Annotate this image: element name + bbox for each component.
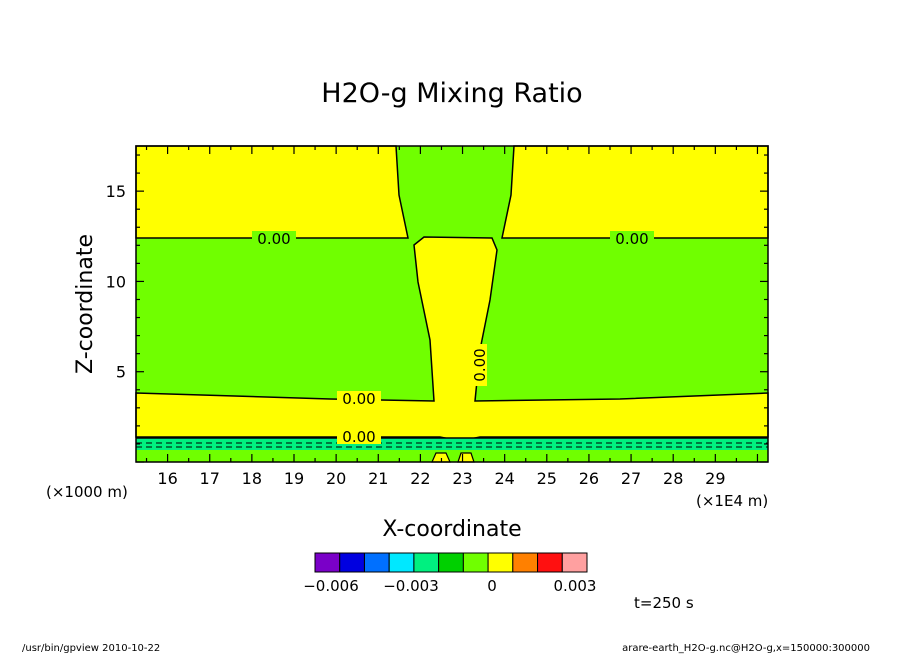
colorbar-swatch xyxy=(561,552,588,573)
colorbar-swatch xyxy=(462,552,489,573)
colorbar-labels: −0.006 −0.003 0 0.003 xyxy=(303,577,596,595)
x-axis-ticks: 16 17 18 19 20 21 22 23 24 25 26 27 28 29 xyxy=(145,146,759,488)
contour-label: 0.00 xyxy=(342,390,375,408)
surface-bump-right xyxy=(457,452,475,463)
footer-left: /usr/bin/gpview 2010-10-22 xyxy=(22,643,160,654)
x-tick-label: 16 xyxy=(157,469,177,488)
colorbar-tick-label: 0 xyxy=(487,577,497,595)
colorbar-swatch xyxy=(438,552,464,573)
x-tick-label: 25 xyxy=(537,469,557,488)
contour-label: 0.00 xyxy=(471,348,489,381)
x-tick-label: 29 xyxy=(705,469,725,488)
x-tick-label: 18 xyxy=(242,469,262,488)
chart-title: H2O-g Mixing Ratio xyxy=(321,78,582,109)
colorbar xyxy=(314,552,588,573)
x-tick-label: 23 xyxy=(452,469,472,488)
region-surface-negative xyxy=(136,438,768,450)
y-tick-label: 15 xyxy=(106,182,126,201)
colorbar-swatch xyxy=(537,552,563,573)
y-axis-ticks: 5 10 15 xyxy=(106,154,768,463)
x-tick-label: 17 xyxy=(200,469,220,488)
x-tick-label: 20 xyxy=(326,469,346,488)
contour-label: 0.00 xyxy=(342,428,375,446)
colorbar-tick-label: −0.003 xyxy=(383,577,439,595)
colorbar-swatch xyxy=(512,552,539,573)
footer-right: arare-earth_H2O-g.nc@H2O-g,x=150000:3000… xyxy=(622,643,870,654)
y-tick-label: 10 xyxy=(106,272,126,291)
x-tick-label: 24 xyxy=(494,469,514,488)
colorbar-swatch xyxy=(363,552,390,573)
x-tick-label: 21 xyxy=(368,469,388,488)
region-upper-right-positive xyxy=(501,145,769,239)
colorbar-swatch xyxy=(314,552,341,573)
time-label: t=250 s xyxy=(634,594,694,612)
x-axis-label: X-coordinate xyxy=(382,517,521,542)
contour-label-group: 0.00 0.00 0.00 0.00 0.00 xyxy=(252,230,654,446)
x-tick-label: 26 xyxy=(579,469,599,488)
colorbar-swatch xyxy=(413,552,440,573)
colorbar-swatch xyxy=(339,552,365,573)
region-upper-left-positive xyxy=(135,145,409,239)
contour-label: 0.00 xyxy=(257,230,290,248)
x-unit-left: (×1000 m) xyxy=(46,483,128,501)
y-tick-label: 5 xyxy=(116,363,126,382)
x-unit-right: (×1E4 m) xyxy=(696,492,768,510)
colorbar-tick-label: −0.006 xyxy=(303,577,359,595)
colorbar-tick-label: 0.003 xyxy=(554,577,597,595)
colorbar-swatch xyxy=(487,552,514,573)
contour-label: 0.00 xyxy=(615,230,648,248)
x-tick-label: 22 xyxy=(410,469,430,488)
plot-frame xyxy=(135,145,769,463)
colorbar-swatch xyxy=(388,552,415,573)
x-tick-label: 27 xyxy=(621,469,641,488)
x-tick-label: 28 xyxy=(663,469,683,488)
y-axis-label: Z-coordinate xyxy=(73,234,98,374)
x-tick-label: 19 xyxy=(284,469,304,488)
